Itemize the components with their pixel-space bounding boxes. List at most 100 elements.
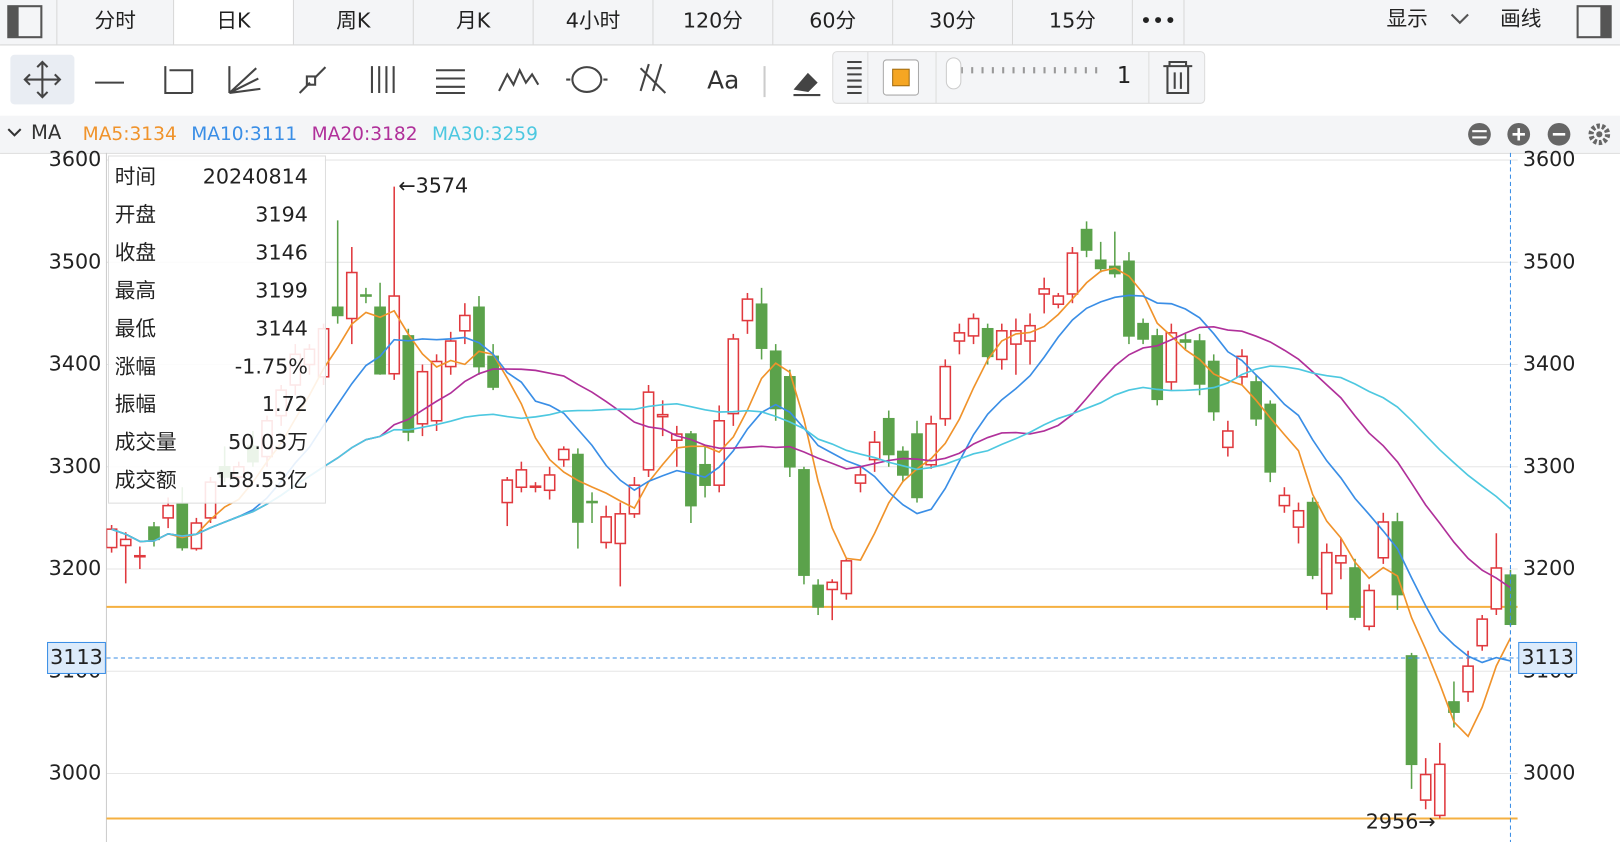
candle-body: [1405, 655, 1418, 766]
y-tick-label: 3600: [49, 147, 102, 171]
candle-body: [360, 294, 372, 297]
candle-body: [529, 485, 542, 489]
candle-body: [430, 360, 443, 422]
tab[interactable]: 分时: [95, 9, 136, 33]
candle-body: [106, 528, 118, 549]
crosshair-label: 3113: [50, 645, 103, 669]
tab-selected: [173, 0, 294, 45]
min-label: 2956→: [1366, 810, 1436, 834]
candle-body: [1080, 228, 1093, 251]
legend-entry: MA5:3134: [83, 124, 177, 145]
tooltip-key: 时间: [115, 165, 156, 189]
candle-body: [798, 469, 810, 576]
ma-line: [111, 294, 1511, 664]
tooltip-value: 3199: [255, 278, 308, 302]
tooltip-value: 3144: [255, 316, 308, 340]
candle-body: [1052, 295, 1065, 305]
y2-tick-label: 3000: [1523, 760, 1576, 784]
candle-body: [1151, 335, 1164, 401]
tooltip-key: 收盘: [115, 241, 156, 265]
text-tool[interactable]: Aa: [707, 66, 739, 95]
candle-body: [1363, 589, 1376, 628]
menu-item[interactable]: 画线: [1500, 7, 1541, 31]
candle-body: [402, 335, 415, 433]
candle-body: [416, 370, 429, 425]
crosshair-label: 3113: [1521, 645, 1574, 669]
candle-body: [882, 417, 895, 456]
candle-body: [1038, 288, 1051, 295]
candle-body: [812, 584, 824, 608]
candle-body: [148, 526, 160, 541]
candle-body: [473, 306, 485, 368]
tab[interactable]: 日K: [216, 9, 251, 33]
legend-entry: MA30:3259: [432, 124, 538, 145]
y2-tick-label: 3500: [1523, 249, 1576, 273]
candle-body: [685, 433, 697, 507]
candle-body: [1462, 665, 1474, 693]
legend-entry: MA20:3182: [312, 124, 418, 145]
candle-body: [1349, 567, 1361, 618]
tooltip-value: 50.03万: [228, 430, 308, 454]
tooltip: [107, 155, 326, 504]
y-tick-label: 3400: [49, 352, 102, 376]
tab[interactable]: 30分: [929, 9, 976, 33]
y2-tick-label: 3300: [1523, 454, 1576, 478]
tooltip-value: 1.72: [262, 392, 308, 416]
candle-body: [134, 554, 146, 558]
candle-body: [1320, 551, 1333, 595]
candle-body: [515, 469, 528, 489]
tooltip-value: 20240814: [203, 165, 308, 189]
tab[interactable]: 120分: [683, 9, 743, 33]
candle-body: [981, 327, 994, 358]
candle-body: [1193, 340, 1206, 385]
candle-body: [769, 350, 782, 410]
candle-body: [1165, 332, 1178, 383]
tab[interactable]: •••: [1140, 9, 1177, 33]
candle-body: [1490, 567, 1503, 610]
y-tick-label: 3200: [49, 556, 102, 580]
ma-line: [111, 267, 1512, 738]
tooltip-key: 最高: [115, 278, 156, 302]
candle-body: [1179, 339, 1192, 343]
panel-toggle-icon: [1600, 6, 1611, 38]
ma-bar-icons[interactable]: [1468, 122, 1611, 146]
tooltip-value: 3146: [255, 241, 308, 265]
candle-body: [1137, 322, 1149, 340]
max-label: ←3574: [398, 174, 468, 198]
tooltip-key: 开盘: [115, 203, 156, 227]
tooltip-key: 振幅: [115, 392, 156, 416]
candle-body: [1391, 521, 1404, 596]
tooltip-key: 涨幅: [115, 354, 156, 378]
candle-body: [176, 502, 189, 549]
ma-chevron[interactable]: [7, 128, 22, 137]
menu-item[interactable]: 显示: [1386, 7, 1427, 31]
tab[interactable]: 周K: [336, 9, 371, 33]
candle-body: [162, 504, 174, 519]
candle-body: [458, 314, 471, 332]
sidebar-toggle-icon: [8, 6, 19, 38]
candle-body: [331, 306, 344, 317]
candle-body: [444, 340, 457, 368]
y-tick-label: 3300: [49, 454, 102, 478]
tab[interactable]: 60分: [809, 9, 856, 33]
tab[interactable]: 月K: [456, 9, 491, 33]
candle-body: [388, 295, 401, 375]
chevron: [1450, 13, 1469, 25]
crosshair-box: [1518, 641, 1578, 674]
candle-body: [967, 317, 980, 337]
candle-body: [727, 338, 740, 415]
candle-body: [1264, 403, 1277, 473]
toolbar: [10, 54, 821, 105]
y2-tick-label: 3400: [1523, 352, 1576, 376]
tab[interactable]: 4小时: [566, 9, 620, 33]
tab[interactable]: 15分: [1049, 9, 1096, 33]
candle-body: [1094, 259, 1107, 270]
candle-body: [1433, 763, 1446, 817]
crosshair-box: [47, 641, 106, 674]
ma-line: [111, 365, 1512, 543]
candle-body: [699, 463, 711, 486]
candle-body: [741, 298, 754, 322]
legend-entry: MA10:3111: [191, 124, 297, 145]
